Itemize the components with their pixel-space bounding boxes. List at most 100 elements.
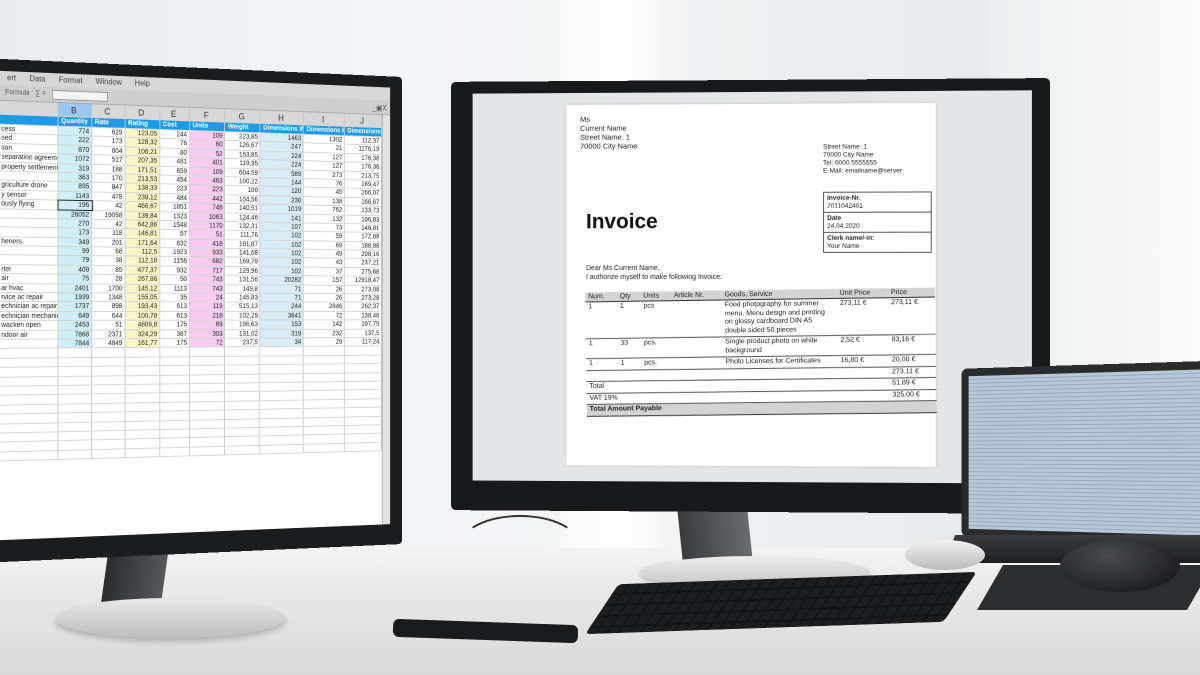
cell[interactable]: 68 [92,247,125,256]
cell[interactable]: 682 [190,258,226,266]
cell[interactable]: 118 [92,229,125,238]
cell[interactable]: 127 [304,161,345,170]
cell[interactable]: griculture drone [0,181,58,191]
cell[interactable]: 223 [190,185,226,194]
cell[interactable] [190,420,226,429]
cell[interactable]: 109 [190,167,226,176]
cell[interactable]: 131,02 [225,330,260,338]
cell[interactable]: 743 [190,276,226,284]
cell[interactable]: 237,5 [225,339,260,347]
cell[interactable] [345,425,382,434]
cell[interactable]: 208,16 [345,250,382,258]
cell[interactable]: 303 [190,330,226,338]
cell[interactable] [125,357,160,365]
cell[interactable] [58,422,92,431]
cell[interactable] [58,413,92,422]
cell[interactable] [0,404,58,413]
cell[interactable] [190,437,226,446]
cell[interactable]: 155,05 [125,293,160,301]
cell[interactable]: 73 [304,223,345,232]
cell[interactable]: 100,22 [225,177,260,186]
cell[interactable]: 99 [58,247,92,256]
cell[interactable]: 89 [190,321,226,329]
cell[interactable]: 57 [160,230,190,239]
cell[interactable] [225,428,260,437]
cell[interactable] [58,367,92,376]
cell[interactable]: 349 [58,238,92,247]
cell[interactable] [345,390,382,398]
mouse[interactable] [1060,540,1180,592]
cell[interactable] [0,377,58,386]
cell[interactable] [225,446,260,455]
cell[interactable]: 131,56 [225,276,260,284]
cell[interactable]: 589 [261,169,304,178]
cell[interactable]: 363 [58,173,92,182]
cell[interactable]: 161,77 [125,339,160,347]
cell[interactable] [160,348,190,356]
cell[interactable]: 173 [58,228,92,237]
cell[interactable] [261,427,304,436]
cell[interactable] [92,348,125,356]
cell[interactable] [304,364,345,372]
cell[interactable]: 111,76 [225,231,260,239]
cell[interactable] [190,348,226,356]
cell[interactable]: 774 [58,127,92,136]
cell[interactable]: 76 [304,179,345,188]
cell[interactable]: 102 [261,240,304,248]
cell[interactable] [225,374,260,382]
column-header[interactable]: F [190,108,226,122]
cell[interactable]: 85 [92,266,125,274]
cell[interactable] [304,347,345,355]
cell[interactable] [304,400,345,409]
cell[interactable]: 273,08 [345,285,382,293]
cell[interactable]: 262,37 [345,303,382,311]
cell[interactable]: 477,37 [125,266,160,274]
cell[interactable] [304,408,345,417]
cell[interactable]: 2401 [58,284,92,292]
cell[interactable] [0,367,58,376]
cell[interactable] [58,349,92,358]
cell[interactable] [225,365,260,373]
cell[interactable] [58,450,92,459]
cell[interactable]: 138,33 [125,184,160,193]
cell[interactable] [190,357,226,365]
cell[interactable] [58,358,92,367]
cell[interactable] [190,393,226,402]
cell[interactable]: 832 [160,239,190,247]
cell[interactable]: 166,67 [345,198,382,207]
cell[interactable]: 59 [304,232,345,240]
cell[interactable]: 484 [160,194,190,203]
column-header[interactable]: J [345,114,382,127]
cell[interactable]: 112,37 [345,136,382,145]
cell[interactable]: 1348 [92,293,125,301]
cell[interactable]: 142 [304,321,345,329]
cell[interactable] [304,356,345,364]
cell[interactable]: 35 [160,294,190,302]
cell[interactable]: 232 [304,329,345,337]
cell[interactable]: 244 [261,303,304,311]
cell[interactable] [160,411,190,420]
cell[interactable]: 267,86 [125,275,160,283]
cell[interactable] [261,356,304,364]
cell[interactable] [125,375,160,384]
cell[interactable] [261,365,304,373]
cell[interactable]: 124,46 [225,213,260,222]
cell[interactable]: 454 [160,175,190,184]
cell[interactable]: 1700 [92,284,125,292]
cell[interactable]: 517 [92,155,125,164]
cell[interactable]: 273,28 [345,294,382,302]
cell[interactable] [125,366,160,375]
cell[interactable]: 171,64 [125,239,160,248]
cell[interactable]: 1302 [304,135,345,144]
cell[interactable]: 717 [190,267,226,275]
cell[interactable] [225,356,260,364]
cell[interactable]: 144 [261,178,304,187]
cell[interactable]: 2453 [58,321,92,329]
cell[interactable]: 933 [190,248,226,256]
cell[interactable]: 387 [160,330,190,338]
cell[interactable]: 7868 [58,330,92,338]
cell[interactable] [160,357,190,365]
cell[interactable] [345,347,382,355]
menu-item[interactable]: Format [59,75,83,86]
cell[interactable]: 1072 [58,154,92,163]
